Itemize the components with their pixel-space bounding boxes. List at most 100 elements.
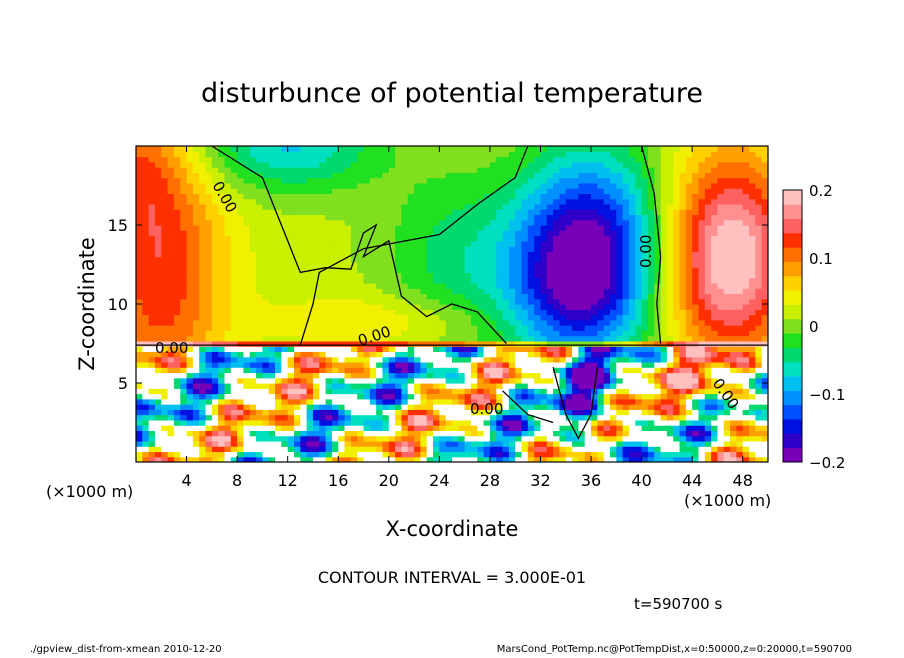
heatmap-cell xyxy=(180,351,188,358)
heatmap-cell xyxy=(256,335,263,342)
heatmap-cell xyxy=(616,372,624,379)
heatmap-cell xyxy=(401,288,409,295)
heatmap-cell xyxy=(268,188,276,194)
heatmap-cell xyxy=(331,156,339,163)
heatmap-cell xyxy=(622,398,630,405)
heatmap-cell xyxy=(464,256,472,263)
heatmap-cell xyxy=(426,430,434,437)
heatmap-cell xyxy=(521,251,529,258)
heatmap-cell xyxy=(603,398,611,405)
heatmap-cell xyxy=(414,167,421,173)
heatmap-cell xyxy=(312,340,320,347)
heatmap-cell xyxy=(205,209,213,216)
heatmap-cell xyxy=(363,151,371,158)
heatmap-cell xyxy=(654,388,662,395)
heatmap-cell xyxy=(331,282,339,289)
heatmap-cell xyxy=(401,430,409,437)
heatmap-cell xyxy=(635,282,643,289)
heatmap-cell xyxy=(464,351,472,358)
heatmap-cell xyxy=(192,304,200,310)
heatmap-cell xyxy=(376,172,384,179)
heatmap-cell xyxy=(319,151,327,158)
heatmap-cell xyxy=(483,351,491,358)
heatmap-cell xyxy=(647,446,655,453)
heatmap-cell xyxy=(306,167,314,173)
heatmap-cell xyxy=(192,209,200,216)
heatmap-cell xyxy=(439,372,447,379)
heatmap-cell xyxy=(256,425,263,431)
heatmap-cell xyxy=(268,282,276,289)
heatmap-cell xyxy=(452,161,459,168)
heatmap-cell xyxy=(300,335,308,342)
heatmap-cell xyxy=(458,451,466,458)
heatmap-cell xyxy=(300,446,308,453)
heatmap-cell xyxy=(584,414,592,421)
heatmap-cell xyxy=(382,325,390,331)
heatmap-cell xyxy=(382,151,390,158)
heatmap-cell xyxy=(287,225,295,231)
heatmap-cell xyxy=(584,182,592,189)
heatmap-cell xyxy=(136,430,143,437)
heatmap-cell xyxy=(275,177,282,184)
heatmap-cell xyxy=(591,156,598,163)
heatmap-cell xyxy=(603,282,611,289)
heatmap-cell xyxy=(262,398,270,405)
heatmap-cell xyxy=(268,251,276,258)
heatmap-cell xyxy=(433,198,440,205)
heatmap-cell xyxy=(508,398,516,405)
heatmap-cell xyxy=(243,398,251,405)
heatmap-cell xyxy=(420,335,428,342)
heatmap-cell xyxy=(477,446,485,453)
heatmap-cell xyxy=(559,304,567,310)
heatmap-cell xyxy=(527,340,535,347)
heatmap-cell xyxy=(338,151,346,158)
heatmap-cell xyxy=(395,425,403,431)
heatmap-cell xyxy=(622,219,630,226)
heatmap-cell xyxy=(597,356,605,363)
heatmap-cell xyxy=(527,288,535,295)
heatmap-cell xyxy=(420,267,428,273)
heatmap-cell xyxy=(388,193,396,200)
heatmap-cell xyxy=(142,282,150,289)
heatmap-cell xyxy=(553,330,561,337)
heatmap-cell xyxy=(154,225,162,231)
heatmap-cell xyxy=(407,235,415,242)
heatmap-cell xyxy=(363,277,371,284)
heatmap-cell xyxy=(584,156,592,163)
heatmap-cell xyxy=(192,288,200,295)
heatmap-cell xyxy=(148,356,156,363)
heatmap-cell xyxy=(641,398,649,405)
heatmap-cell xyxy=(578,230,586,237)
heatmap-cell xyxy=(628,388,636,395)
heatmap-cell xyxy=(470,409,478,416)
heatmap-cell xyxy=(540,214,548,221)
heatmap-cell xyxy=(192,451,200,458)
heatmap-cell xyxy=(622,319,630,326)
heatmap-cell xyxy=(237,267,245,273)
heatmap-cell xyxy=(654,203,662,210)
heatmap-cell xyxy=(256,340,263,347)
heatmap-cell xyxy=(521,372,529,379)
heatmap-cell xyxy=(483,388,491,395)
heatmap-cell xyxy=(161,309,169,316)
heatmap-cell xyxy=(565,446,573,453)
heatmap-cell xyxy=(534,193,542,200)
heatmap-cell xyxy=(300,351,308,358)
heatmap-cell xyxy=(635,230,643,237)
heatmap-cell xyxy=(300,314,308,321)
heatmap-cell xyxy=(439,293,447,300)
heatmap-cell xyxy=(376,388,384,395)
heatmap-cell xyxy=(154,240,162,247)
heatmap-cell xyxy=(268,277,276,284)
heatmap-cell xyxy=(534,156,542,163)
heatmap-cell xyxy=(224,277,232,284)
heatmap-cell xyxy=(572,377,579,384)
heatmap-cell xyxy=(628,319,636,326)
heatmap-cell xyxy=(458,277,466,284)
heatmap-cell xyxy=(452,388,459,395)
heatmap-cell xyxy=(470,419,478,426)
heatmap-cell xyxy=(622,172,630,179)
heatmap-cell xyxy=(167,404,175,410)
heatmap-cell xyxy=(186,182,194,189)
heatmap-cell xyxy=(199,351,207,358)
